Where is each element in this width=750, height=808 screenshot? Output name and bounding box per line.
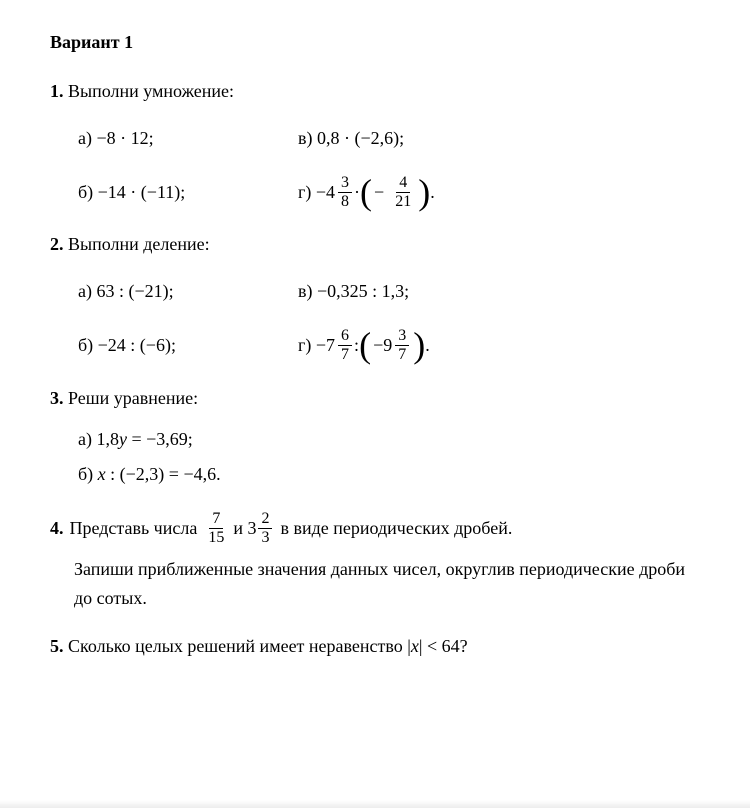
paren-right-icon: ) [418, 178, 430, 207]
p1-d-frac2-den: 21 [392, 193, 414, 210]
p2-a-expr: 63 : (−21); [96, 279, 173, 304]
p1-d-frac1-num: 3 [338, 175, 352, 193]
p5-text2: | < 64? [419, 636, 468, 656]
paren-left-icon: ( [360, 178, 372, 207]
p2-d-frac2-num: 3 [395, 328, 409, 346]
p5-var: x [411, 636, 419, 656]
problem-3-num: 3. [50, 388, 64, 408]
p4-text4: Запиши приближенные значения данных чисе… [50, 555, 700, 613]
problem-3: 3. Реши уравнение: а) 1,8y = −3,69; б) x… [50, 386, 700, 488]
problem-2-header: 2. Выполни деление: [50, 232, 700, 257]
problem-3-text: Реши уравнение: [68, 388, 198, 408]
p2-d: г) −7 6 7 : ( −9 3 [298, 328, 430, 363]
p4-frac2-num: 2 [258, 511, 272, 529]
p1-a-label: а) [78, 126, 92, 151]
p2-d-frac2-den: 7 [395, 346, 409, 363]
p1-d-suffix: . [430, 180, 435, 205]
paren-left-icon: ( [359, 331, 371, 360]
p1-d-frac1: 3 8 [338, 175, 352, 210]
p1-d-label: г) [298, 180, 311, 205]
p3-b-var: x [98, 464, 106, 484]
p1-b: б) −14 · (−11); [78, 180, 298, 205]
p2-d-frac2: 3 7 [395, 328, 409, 363]
p2-d-frac1: 6 7 [338, 328, 352, 363]
p1-a-expr: −8 · 12; [96, 126, 153, 151]
p2-d-suffix: . [425, 333, 430, 358]
p1-d-whole: −4 [316, 180, 335, 205]
p1-c-expr: 0,8 · (−2,6); [317, 126, 404, 151]
p1-c: в) 0,8 · (−2,6); [298, 126, 404, 151]
p1-d-frac1-den: 8 [338, 193, 352, 210]
p2-c-label: в) [298, 279, 313, 304]
p3-a-post: = −3,69; [127, 429, 193, 449]
p2-d-frac1-den: 7 [338, 346, 352, 363]
problem-2-num: 2. [50, 234, 64, 254]
problem-1: 1. Выполни умножение: а) −8 · 12; в) 0,8… [50, 79, 700, 210]
problem-5: 5. Сколько целых решений имеет неравенст… [50, 634, 700, 659]
p4-frac2: 2 3 [258, 511, 272, 546]
problem-3-header: 3. Реши уравнение: [50, 386, 700, 411]
p1-b-expr: −14 · (−11); [98, 180, 186, 205]
p2-c-expr: −0,325 : 1,3; [317, 279, 409, 304]
p2-a-label: а) [78, 279, 92, 304]
p5-text1: Сколько целых решений имеет неравенство … [68, 636, 411, 656]
variant-title: Вариант 1 [50, 30, 700, 55]
p1-a: а) −8 · 12; [78, 126, 298, 151]
problem-2: 2. Выполни деление: а) 63 : (−21); в) −0… [50, 232, 700, 363]
p2-b-label: б) [78, 333, 93, 358]
problem-2-text: Выполни деление: [68, 234, 210, 254]
bottom-shadow [0, 800, 750, 808]
p3-b: б) x : (−2,3) = −4,6. [78, 462, 700, 487]
p2-b: б) −24 : (−6); [78, 333, 298, 358]
p2-d-paren-whole: −9 [373, 333, 392, 358]
p1-d-neg: − [374, 180, 384, 205]
p4-frac1: 7 15 [205, 511, 227, 546]
p2-b-expr: −24 : (−6); [98, 333, 176, 358]
p2-c: в) −0,325 : 1,3; [298, 279, 409, 304]
p3-a-label: а) [78, 429, 92, 449]
p4-text1: Представь числа [70, 509, 198, 549]
p1-b-label: б) [78, 180, 93, 205]
p4-text2: и 3 [233, 509, 256, 549]
problem-4: 4. Представь числа 7 15 и 3 2 3 в виде п… [50, 509, 700, 612]
p4-frac1-num: 7 [209, 511, 223, 529]
problem-1-num: 1. [50, 81, 64, 101]
p1-d-frac2-num: 4 [396, 175, 410, 193]
p3-a: а) 1,8y = −3,69; [78, 427, 700, 452]
p1-c-label: в) [298, 126, 313, 151]
p3-a-pre: 1,8 [96, 429, 119, 449]
p2-d-whole: −7 [316, 333, 335, 358]
p1-d: г) −4 3 8 · ( − 4 2 [298, 175, 435, 210]
problem-4-num: 4. [50, 509, 64, 549]
p3-b-label: б) [78, 464, 93, 484]
p1-d-frac2: 4 21 [392, 175, 414, 210]
p4-frac2-den: 3 [258, 529, 272, 546]
paren-right-icon: ) [413, 331, 425, 360]
p4-frac1-den: 15 [205, 529, 227, 546]
problem-1-header: 1. Выполни умножение: [50, 79, 700, 104]
p2-d-label: г) [298, 333, 311, 358]
p3-b-post: : (−2,3) = −4,6. [106, 464, 221, 484]
p2-a: а) 63 : (−21); [78, 279, 298, 304]
problem-5-num: 5. [50, 636, 64, 656]
p3-a-var: y [119, 429, 127, 449]
problem-1-text: Выполни умножение: [68, 81, 234, 101]
p4-text3: в виде периодических дробей. [280, 509, 512, 549]
p2-d-frac1-num: 6 [338, 328, 352, 346]
